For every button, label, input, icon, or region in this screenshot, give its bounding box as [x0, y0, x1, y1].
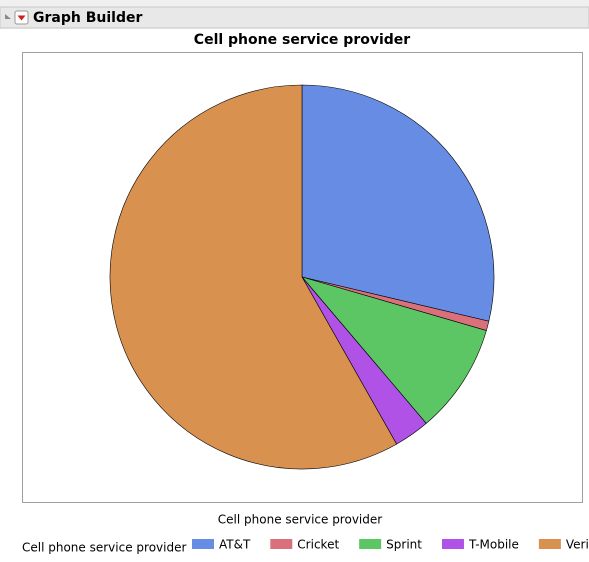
- legend-label: Sprint: [386, 538, 422, 552]
- legend-swatch: [359, 539, 382, 549]
- x-axis-label: Cell phone service provider: [218, 513, 382, 527]
- legend-label: Verizon: [566, 538, 589, 552]
- menu-arrow: [17, 15, 26, 21]
- header-bar: [0, 6, 589, 29]
- legend-label: Cricket: [297, 538, 339, 552]
- pie-slice: [301, 84, 495, 322]
- legend-swatch: [192, 539, 214, 549]
- legend-title: Cell phone service provider: [22, 541, 186, 555]
- legend-swatch: [538, 539, 561, 549]
- legend-swatch: [441, 539, 464, 549]
- chart-title: Cell phone service provider: [194, 32, 410, 48]
- header-title: Graph Builder: [33, 10, 142, 26]
- legend-label: AT&T: [219, 538, 251, 552]
- legend-label: T-Mobile: [468, 538, 519, 552]
- legend-swatch: [270, 539, 293, 549]
- pie-slice: [109, 84, 398, 470]
- pie-slice: [301, 276, 487, 424]
- disclosure-icon[interactable]: [5, 14, 11, 19]
- pie: [109, 84, 495, 470]
- legend: AT&T Cricket Sprint T-Mobile Verizon: [192, 538, 589, 552]
